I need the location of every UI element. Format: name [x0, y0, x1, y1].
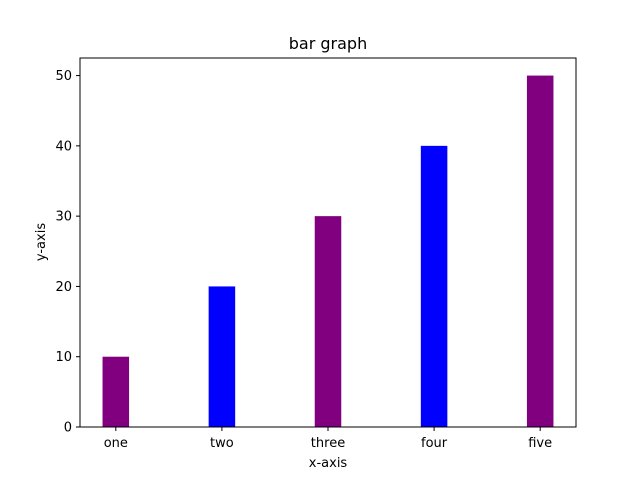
chart-title: bar graph [289, 34, 367, 53]
y-axis-ticks: 0 10 20 30 40 50 [55, 69, 80, 436]
bar-three [314, 216, 342, 427]
x-tick-label-one: one [104, 436, 128, 451]
x-tick-label-three: three [311, 436, 345, 451]
bar-group [102, 75, 554, 428]
y-tick-label: 40 [55, 139, 72, 154]
x-axis-ticks: one two three four five [104, 427, 552, 451]
x-tick-label-four: four [421, 436, 448, 451]
x-tick-label-two: two [210, 436, 234, 451]
bar-four [420, 145, 448, 427]
x-axis-label: x-axis [309, 456, 348, 471]
y-tick-label: 20 [55, 280, 72, 295]
bar-two [208, 286, 236, 427]
bar-one [102, 356, 130, 427]
y-tick-label: 0 [64, 421, 72, 436]
y-tick-label: 50 [55, 69, 72, 84]
y-tick-label: 10 [55, 350, 72, 365]
y-tick-label: 30 [55, 210, 72, 225]
x-tick-label-five: five [528, 436, 552, 451]
plot-frame [79, 57, 577, 428]
y-axis-label: y-axis [34, 223, 49, 261]
bar-five [526, 75, 554, 428]
